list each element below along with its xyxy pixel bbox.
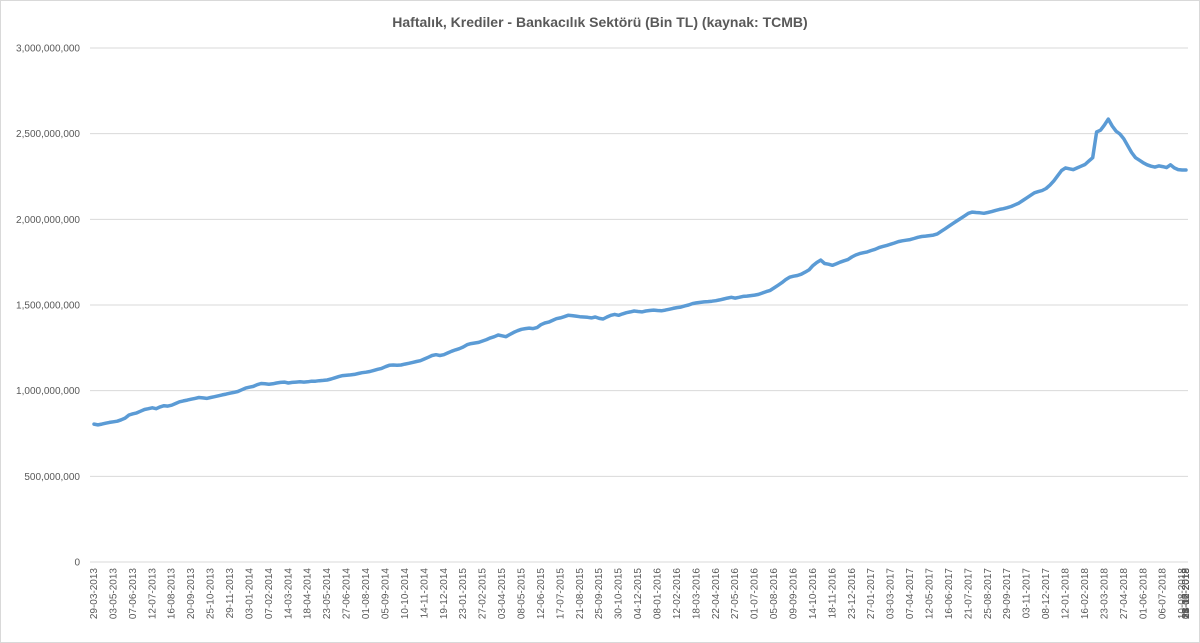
x-tick-label: 14-09-2018 (1181, 568, 1192, 620)
x-tick-label: 10-10-2014 (400, 568, 411, 620)
x-tick-label: 07-04-2017 (905, 568, 916, 620)
x-tick-label: 03-05-2013 (108, 568, 119, 620)
y-tick-label: 1,000,000,000 (16, 386, 80, 397)
x-tick-label: 05-09-2014 (381, 568, 392, 620)
y-tick-label: 500,000,000 (24, 472, 80, 483)
x-tick-label: 01-06-2018 (1138, 568, 1149, 620)
x-tick-label: 27-01-2017 (866, 568, 877, 620)
x-tick-label: 10-08-2018 (1177, 568, 1188, 620)
x-tick-label: 17-07-2015 (555, 568, 566, 620)
x-tick-label: 20-09-2013 (186, 568, 197, 620)
x-tick-label: 12-02-2016 (672, 568, 683, 620)
chart-title: Haftalık, Krediler - Bankacılık Sektörü … (392, 14, 807, 30)
gridlines (90, 47, 1188, 563)
x-tick-label: 18-03-2016 (691, 568, 702, 620)
x-tick-label: 12-05-2017 (925, 568, 936, 620)
x-tick-label: 28-12-2018 (1181, 568, 1192, 620)
x-tick-label: 29-09-2017 (1002, 568, 1013, 620)
x-tick-label: 22-04-2016 (711, 568, 722, 620)
y-axis: 0 500,000,000 1,000,000,000 1,500,000,000 2,… (16, 44, 80, 569)
x-tick-label: 27-04-2018 (1119, 568, 1130, 620)
x-tick-label: 04-12-2015 (633, 568, 644, 620)
series-line (92, 117, 1188, 427)
x-tick-label: 16-08-2013 (167, 568, 178, 620)
y-tick-label: 2,000,000,000 (16, 215, 80, 226)
x-tick-label: 08-01-2016 (653, 568, 664, 620)
x-tick-label: 23-11-2018 (1181, 568, 1192, 619)
x-tick-label: 23-03-2018 (1099, 568, 1110, 620)
x-tick-label: 30-10-2015 (614, 568, 625, 620)
x-tick-label: 14-10-2016 (808, 568, 819, 620)
series-loans (92, 117, 1188, 427)
x-tick-label: 14-11-2014 (419, 568, 430, 619)
x-tick-label: 29-03-2013 (89, 568, 100, 620)
x-tick-label: 27-02-2015 (478, 568, 489, 620)
x-axis: 29-03-2013 03-05-2013 07-06-2013 12-07-2013… (89, 568, 1192, 620)
y-tick-label: 2,500,000,000 (16, 129, 80, 140)
x-tick-label: 25-08-2017 (983, 568, 994, 620)
x-tick-label: 25-10-2013 (206, 568, 217, 620)
y-tick-label: 0 (74, 558, 80, 569)
x-tick-label: 27-06-2014 (342, 568, 353, 620)
x-tick-label: 29-11-2013 (225, 568, 236, 619)
x-tick-label: 08-12-2017 (1041, 568, 1052, 620)
x-tick-label: 03-11-2017 (1022, 568, 1033, 619)
x-tick-label: 05-08-2016 (769, 568, 780, 620)
x-tick-label: 16-06-2017 (944, 568, 955, 620)
x-tick-label: 18-11-2016 (827, 568, 838, 619)
x-tick-label: 19-12-2014 (439, 568, 450, 620)
x-tick-label: 01-02-2019 (1181, 568, 1192, 620)
x-tick-label: 09-09-2016 (789, 568, 800, 620)
x-tick-label: 01-07-2016 (750, 568, 761, 620)
x-tick-label: 21-07-2017 (963, 568, 974, 620)
x-tick-label: 03-01-2014 (244, 568, 255, 620)
x-tick-label: 12-07-2013 (147, 568, 158, 620)
x-tick-label: 06-07-2018 (1158, 568, 1169, 620)
x-tick-label: 27-05-2016 (730, 568, 741, 620)
x-tick-label: 23-05-2014 (322, 568, 333, 620)
x-tick-label: 14-03-2014 (283, 568, 294, 620)
x-tick-label: 18-04-2014 (303, 568, 314, 620)
x-tick-label: 03-03-2017 (886, 568, 897, 620)
x-tick-label: 07-06-2013 (128, 568, 139, 620)
x-tick-label: 12-06-2015 (536, 568, 547, 620)
x-tick-label: 19-10-2018 (1181, 568, 1192, 620)
x-tick-label: 21-08-2015 (575, 568, 586, 620)
x-tick-label: 25-09-2015 (594, 568, 605, 620)
x-tick-label: 07-02-2014 (264, 568, 275, 620)
x-tick-label: 12-01-2018 (1061, 568, 1072, 620)
x-tick-label: 16-02-2018 (1080, 568, 1091, 620)
x-tick-label: 08-05-2015 (517, 568, 528, 620)
x-tick-label: 23-12-2016 (847, 568, 858, 620)
y-tick-label: 3,000,000,000 (16, 44, 80, 55)
x-tick-label: 23-01-2015 (458, 568, 469, 620)
x-tick-label: 03-04-2015 (497, 568, 508, 620)
y-tick-label: 1,500,000,000 (16, 301, 80, 312)
x-tick-label: 01-08-2014 (361, 568, 372, 620)
